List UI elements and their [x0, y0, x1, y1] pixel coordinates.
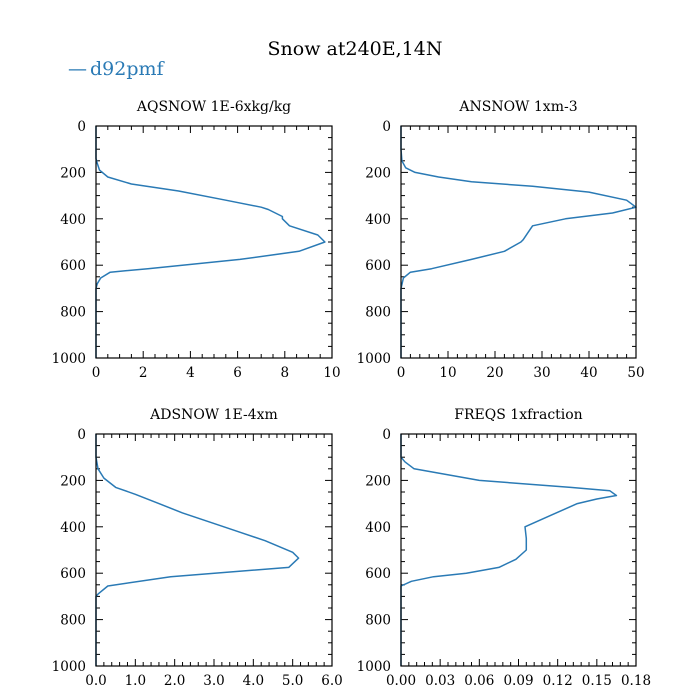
panel-4-y-tick-label: 400	[365, 520, 391, 536]
panel-2-series-d92pmf	[400, 126, 637, 358]
panel-1-y-tick-label: 400	[60, 212, 86, 228]
panel-2: ANSNOW 1xm-3 0 10 20 30 40 50 0 200 400 600 800 1000	[357, 99, 645, 381]
panel-4-title: FREQS 1xfraction	[454, 407, 582, 423]
panel-1-x-tick-label: 2	[139, 365, 148, 381]
panel-3-x-tick-label: 6.0	[321, 673, 342, 689]
panel-2-x-tick-label: 50	[627, 365, 644, 381]
panel-3-frame	[95, 433, 333, 667]
panel-2-y-tick-label: 200	[365, 165, 391, 181]
panel-1-y-tick-label: 600	[60, 258, 86, 274]
panel-3-x-tick-label: 4.0	[243, 673, 264, 689]
panel-3-x-tick-label: 2.0	[164, 673, 185, 689]
panel-3: ADSNOW 1E-4xm 0.0 1.0 2.0 3.0 4.0 5.0 6.0 0 200 40…	[52, 407, 343, 689]
panel-2-y-tick-label: 600	[365, 258, 391, 274]
panel-1-y-tick-label: 200	[60, 165, 86, 181]
panel-4-y-tick-label: 0	[382, 427, 391, 443]
panel-4-y-tick-label: 1000	[357, 659, 391, 675]
panel-3-x-tick-label: 1.0	[125, 673, 146, 689]
panel-3-y-tick-label: 600	[60, 566, 86, 582]
panel-3-y-tick-label: 400	[60, 520, 86, 536]
panel-4-x-tick-label: 0.09	[503, 673, 533, 689]
panel-1-title: AQSNOW 1E-6xkg/kg	[136, 99, 291, 115]
panel-1-x-tick-label: 0	[92, 365, 101, 381]
panel-4: FREQS 1xfraction 0.00 0.03 0.06 0.09 0.12 0.15…	[357, 407, 651, 689]
panel-2-frame	[400, 125, 637, 359]
panel-4-frame	[400, 433, 637, 667]
panel-2-y-tick-label: 0	[382, 119, 391, 135]
panels-container: AQSNOW 1E-6xkg/kg0 2 4 6 8 100200400600800100…	[52, 99, 651, 689]
panel-4-x-tick-label: 0.03	[425, 673, 455, 689]
legend-marker: —	[68, 58, 87, 80]
panel-3-y-tick-label: 1000	[52, 659, 86, 675]
panel-2-x-tick-label: 10	[439, 365, 456, 381]
panel-1-y-tick-label: 800	[60, 305, 86, 321]
panel-2-y-tick-label: 800	[365, 305, 391, 321]
panel-4-y-tick-label: 800	[365, 613, 391, 629]
panel-2-x-tick-label: 30	[533, 365, 550, 381]
panel-4-x-tick-label: 0.06	[464, 673, 494, 689]
panel-1-y-tick-label: 1000	[52, 351, 86, 367]
panel-3-x-tick-label: 3.0	[203, 673, 224, 689]
panel-1-x-tick-label: 8	[281, 365, 290, 381]
main-title: Snow at240E,14N	[268, 38, 443, 60]
panel-4-x-tick-label: 0.18	[621, 673, 651, 689]
panel-4-x-tick-label: 0.12	[543, 673, 573, 689]
panel-2-y-tick-label: 400	[365, 212, 391, 228]
panel-4-series-d92pmf	[400, 434, 618, 666]
panel-1-x-tick-label: 4	[186, 365, 195, 381]
panel-1-x-tick-label: 6	[233, 365, 242, 381]
panel-3-x-tick-label: 0.0	[85, 673, 106, 689]
panel-3-y-tick-label: 200	[60, 473, 86, 489]
panel-1-frame	[95, 125, 333, 359]
panel-3-y-tick-label: 800	[60, 613, 86, 629]
panel-4-x-tick-label: 0.15	[582, 673, 612, 689]
panel-3-series-d92pmf	[95, 434, 300, 666]
panel-2-x-tick-label: 20	[486, 365, 503, 381]
legend: — d92pmf	[68, 58, 166, 80]
panel-4-y-tick-label: 600	[365, 566, 391, 582]
panel-1: AQSNOW 1E-6xkg/kg 0 2 4 6 8 10 0 200 400 600 800 100…	[52, 99, 341, 381]
panel-2-title: ANSNOW 1xm-3	[458, 99, 577, 115]
panel-1-series-d92pmf	[95, 126, 326, 358]
panel-4-y-tick-label: 200	[365, 473, 391, 489]
panel-3-title: ADSNOW 1E-4xm	[149, 407, 278, 423]
panel-1-y-tick-label: 0	[77, 119, 86, 135]
panel-3-x-tick-label: 5.0	[282, 673, 303, 689]
legend-label: d92pmf	[90, 58, 166, 80]
panel-3-y-tick-label: 0	[77, 427, 86, 443]
panel-2-x-tick-label: 0	[397, 365, 406, 381]
panel-4-x-tick-label: 0.00	[386, 673, 416, 689]
panel-2-x-tick-label: 40	[580, 365, 597, 381]
panel-1-x-tick-label: 10	[323, 365, 340, 381]
panel-2-y-tick-label: 1000	[357, 351, 391, 367]
